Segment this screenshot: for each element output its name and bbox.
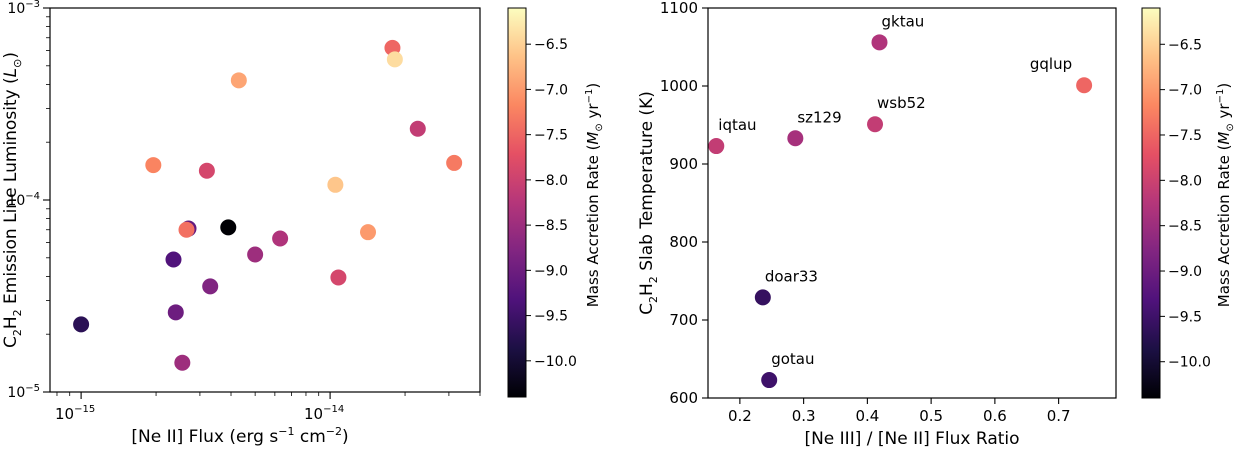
point-label-sz129: sz129 (797, 108, 841, 126)
left-colorbar-tick-label-4: −8.5 (534, 218, 568, 234)
right-point-gktau (871, 34, 888, 51)
left-axis-ticks: 10−15 10−14 10−5 10−4 10−3 (7, 0, 481, 423)
left-point-6 (178, 221, 195, 238)
right-point-iqtau (708, 138, 725, 155)
right-colorbar-tick-label-1: −7.0 (1168, 83, 1202, 99)
left-scatter-plot: 10−15 10−14 10−5 10−4 10−3 [Ne II] Flux (erg… (1, 0, 481, 447)
right-colorbar-ticks: −6.5 −7.0 −7.5 −8.0 −8.5 −9.0 −9.5 −10.0 (1160, 37, 1211, 371)
left-colorbar: −6.5 −7.0 −7.5 −8.0 −8.5 −9.0 −9.5 −10.0 Mass A… (507, 7, 605, 398)
right-colorbar-tick-label-0: −6.5 (1168, 37, 1202, 53)
left-point-12 (272, 230, 289, 247)
left-point-3 (167, 304, 184, 321)
right-x-tick-label-0: 0.2 (728, 407, 752, 425)
left-colorbar-tick-label-6: −9.5 (534, 309, 568, 325)
left-point-0 (73, 316, 90, 333)
left-point-11 (247, 246, 264, 263)
right-y-tick-label-4: 1000 (660, 77, 698, 95)
left-x-tick-label-0: 10−15 (55, 404, 95, 423)
right-colorbar-tick-label-5: −9.0 (1168, 264, 1202, 280)
left-colorbar-tick-label-5: −9.0 (534, 263, 568, 279)
left-y-tick-label-1: 10−4 (7, 191, 40, 209)
right-y-tick-label-3: 900 (669, 155, 698, 173)
right-x-tick-label-5: 0.7 (1047, 407, 1071, 425)
left-x-axis-label: [Ne II] Flux (erg s−1 cm−2) (131, 425, 348, 447)
right-y-tick-label-2: 800 (669, 233, 698, 251)
left-point-15 (360, 224, 377, 241)
left-point-19 (446, 154, 463, 171)
left-point-9 (220, 219, 237, 236)
right-point-doar33 (754, 289, 771, 306)
right-data-points: iqtau sz129 wsb52 gktau gqlup doar33 gotau (708, 12, 1093, 389)
right-axis-ticks: 0.2 0.3 0.4 0.5 0.6 0.7 600 700 800 900 1000 1100 (660, 0, 1071, 425)
left-point-1 (145, 157, 162, 174)
right-scatter-plot: iqtau sz129 wsb52 gktau gqlup doar33 gotau 0.2… (637, 0, 1117, 449)
right-colorbar-tick-label-6: −9.5 (1168, 309, 1202, 325)
right-colorbar-gradient (1141, 7, 1161, 399)
point-label-gktau: gktau (881, 12, 924, 30)
left-point-17 (386, 51, 403, 68)
left-colorbar-gradient (507, 7, 527, 398)
left-point-2 (165, 251, 182, 268)
point-label-gqlup: gqlup (1030, 55, 1072, 73)
point-label-wsb52: wsb52 (877, 94, 926, 112)
left-colorbar-label: Mass Accretion Rate (M⊙ yr−1) (584, 83, 605, 307)
left-point-4 (174, 354, 191, 371)
right-colorbar-label: Mass Accretion Rate (M⊙ yr−1) (1215, 83, 1236, 307)
point-label-doar33: doar33 (765, 267, 818, 285)
left-point-7 (198, 162, 215, 179)
right-colorbar-tick-label-3: −8.0 (1168, 173, 1202, 189)
point-label-gotau: gotau (771, 350, 814, 368)
right-x-tick-label-4: 0.6 (983, 407, 1007, 425)
left-point-18 (409, 120, 426, 137)
right-x-tick-label-1: 0.3 (792, 407, 816, 425)
right-x-tick-label-2: 0.4 (855, 407, 879, 425)
left-colorbar-tick-label-7: −10.0 (534, 354, 577, 370)
right-plot-frame (707, 7, 1117, 399)
right-y-tick-label-0: 600 (669, 389, 698, 407)
right-colorbar: −6.5 −7.0 −7.5 −8.0 −8.5 −9.0 −9.5 −10.0 Mass A… (1141, 7, 1236, 399)
right-y-axis-label: C2H2 Slab Temperature (K) (637, 91, 660, 315)
right-colorbar-tick-label-4: −8.5 (1168, 219, 1202, 235)
left-colorbar-tick-label-2: −7.5 (534, 128, 568, 144)
right-x-tick-label-3: 0.5 (919, 407, 943, 425)
left-colorbar-tick-label-3: −8.0 (534, 173, 568, 189)
left-point-13 (327, 176, 344, 193)
left-plot-frame (49, 7, 481, 393)
left-y-axis-label: C2H2 Emission Line Luminosity (L⊙) (1, 52, 24, 348)
left-y-tick-label-2: 10−3 (7, 0, 40, 17)
right-y-tick-label-5: 1100 (660, 0, 698, 17)
right-colorbar-tick-label-7: −10.0 (1168, 355, 1211, 371)
left-point-14 (330, 269, 347, 286)
right-point-gqlup (1076, 77, 1093, 94)
right-point-sz129 (787, 130, 804, 147)
right-point-gotau (761, 372, 778, 389)
left-colorbar-tick-label-0: −6.5 (534, 37, 568, 53)
right-colorbar-tick-label-2: −7.5 (1168, 128, 1202, 144)
right-x-axis-label: [Ne III] / [Ne II] Flux Ratio (804, 429, 1019, 449)
left-x-tick-label-1: 10−14 (304, 404, 344, 423)
left-colorbar-tick-label-1: −7.0 (534, 82, 568, 98)
left-point-10 (230, 72, 247, 89)
left-point-8 (202, 278, 219, 295)
point-label-iqtau: iqtau (718, 116, 756, 134)
left-y-tick-label-0: 10−5 (7, 383, 40, 401)
right-point-wsb52 (867, 116, 884, 133)
right-y-tick-label-1: 700 (669, 311, 698, 329)
left-colorbar-ticks: −6.5 −7.0 −7.5 −8.0 −8.5 −9.0 −9.5 −10.0 (526, 37, 577, 370)
left-data-points (73, 39, 463, 371)
